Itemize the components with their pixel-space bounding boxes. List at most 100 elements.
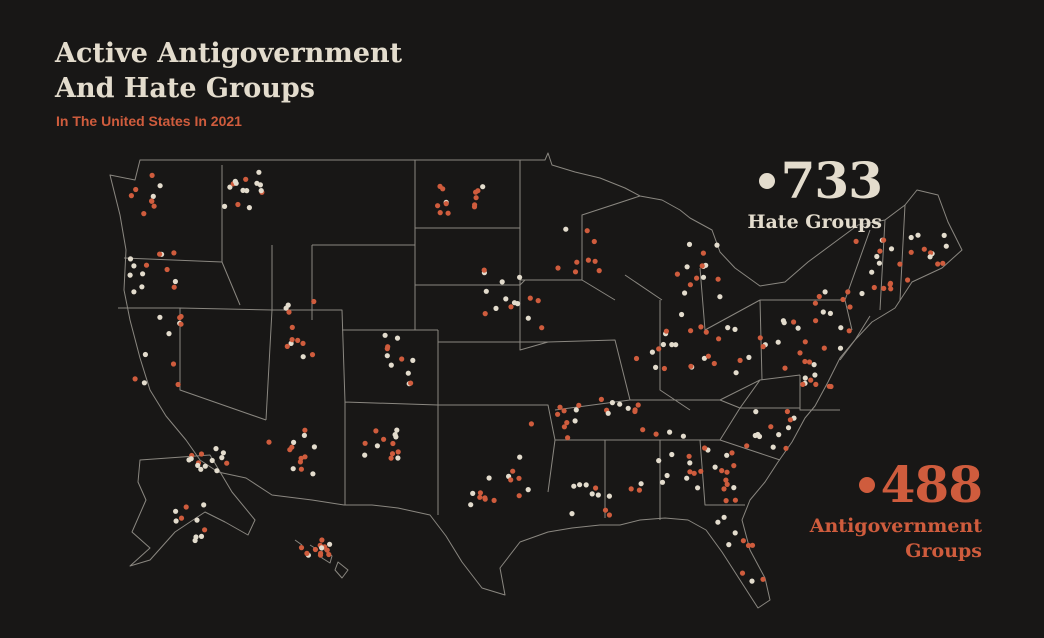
antigovernment-group-dot (471, 204, 478, 210)
hate-group-dot (285, 302, 291, 308)
hate-group-dot (569, 510, 575, 517)
hate-group-dot (687, 460, 693, 466)
hate-group-dot (714, 242, 720, 248)
antigovernment-group-dot (908, 249, 914, 255)
antigovernment-group-dot (698, 324, 704, 330)
hate-group-dot (258, 188, 264, 194)
antigovernment-group-dot (565, 435, 571, 441)
alaska (129, 454, 256, 567)
hate-group-dot (859, 290, 865, 297)
hate-group-dot (374, 443, 380, 449)
antigovernment-group-dot (143, 262, 150, 268)
antigovernment-group-dot (302, 427, 308, 433)
antigovernment-group-dot (723, 498, 729, 504)
hate-group-dot (653, 364, 659, 370)
antigovernment-group-dot (381, 436, 387, 442)
hate-group-dot (827, 310, 834, 316)
hate-group-dot (605, 410, 611, 416)
antigovernment-group-dot (300, 340, 306, 346)
antigovernment-group-dot (935, 261, 941, 267)
hate-group-dot (405, 370, 411, 376)
antigovernment-group-dot (816, 293, 822, 300)
antigovernment-group-dot (178, 321, 184, 327)
hate-group-dot (595, 492, 601, 498)
antigovernment-group-dot (445, 210, 451, 216)
hate-group-dot (649, 349, 656, 355)
antigovernment-group-dot (297, 459, 303, 465)
antigovernment-group-dot (731, 463, 737, 469)
hate-group-dot (198, 533, 205, 540)
hate-group-dot (219, 455, 225, 461)
antigovernment-group-dot (888, 286, 894, 292)
hate-group-dot (139, 284, 145, 290)
hate-group-dot (869, 269, 875, 275)
antigovernment-group-dot (175, 381, 181, 388)
antigovernment-group-dot (170, 361, 177, 367)
antigovernment-group-dot (576, 402, 582, 408)
antigovernment-group-dot (395, 449, 401, 455)
antigovernment-group-dot (235, 201, 241, 208)
antigovernment-group-dot (473, 195, 479, 201)
antigovernment-group-dot (298, 466, 304, 472)
antigovernment-group-dot (800, 381, 806, 387)
antigovernment-group-dot (561, 424, 568, 430)
antigovernment-group-dot (674, 271, 681, 277)
antigovernment-group-dot (399, 356, 405, 362)
antigovernment-group-dot (808, 377, 814, 383)
hate-group-dot (577, 482, 583, 488)
hate-group-dot (499, 279, 505, 285)
hate-group-dot (311, 444, 317, 450)
hate-group-dot (394, 427, 400, 433)
antigovernment-group-dot (715, 276, 721, 282)
hate-group-dot (749, 578, 755, 584)
antigovernment-group-dot (437, 210, 443, 216)
hate-group-dot (915, 232, 921, 238)
hate-group-dot (874, 253, 880, 260)
antigovernment-group-dot (783, 445, 789, 451)
antigovernment-group-dot (408, 380, 414, 386)
hate-group-dot (127, 256, 134, 262)
hate-group-dot (150, 193, 156, 199)
hate-group-dot (775, 339, 781, 345)
hate-group-dot (941, 232, 947, 238)
hate-group-dot (725, 325, 731, 331)
hate-group-dot (583, 482, 589, 488)
hate-group-dot (240, 187, 246, 193)
hate-group-dot (233, 180, 239, 186)
antigovernment-group-dot (516, 493, 522, 499)
antigovernment-group-dot (636, 487, 643, 493)
hate-group-dot (680, 433, 687, 439)
antigovernment-group-dot (510, 468, 516, 474)
hate-group-dot (820, 309, 826, 315)
antigovernment-group-dot (585, 257, 592, 263)
antigovernment-group-dot (633, 355, 640, 362)
antigovernment-group-dot (475, 188, 481, 194)
antigovernment-group-dot (797, 350, 803, 356)
hate-group-dot (838, 325, 844, 331)
antigovernment-group-dot (593, 485, 599, 491)
antigovernment-group-dot (802, 358, 808, 365)
antigovernment-group-dot (887, 281, 893, 288)
hate-group-dot (589, 491, 595, 497)
antigovernment-group-dot (477, 494, 483, 500)
antigovernment-group-dot (362, 440, 368, 446)
antigovernment-group-dot (702, 445, 708, 451)
hate-group-dot (732, 530, 738, 536)
hate-group-dot (717, 294, 723, 300)
antigovernment-group-dot (821, 345, 827, 351)
antigovernment-group-dot (596, 268, 602, 274)
hate-group-dot (609, 400, 616, 406)
antigovernment-group-dot (289, 337, 295, 343)
hate-group-dot (659, 479, 666, 485)
hate-group-dot (256, 169, 262, 175)
hate-group-dot (382, 332, 388, 338)
hate-group-dot (888, 246, 895, 252)
antigovernment-group-dot (481, 267, 487, 273)
antigovernment-group-dot (132, 376, 138, 382)
antigovernment-group-dot (304, 550, 310, 557)
hate-group-dot (731, 485, 737, 491)
hate-group-dot (563, 226, 569, 232)
antigovernment-group-dot (435, 203, 441, 209)
hate-group-dot (943, 243, 949, 249)
